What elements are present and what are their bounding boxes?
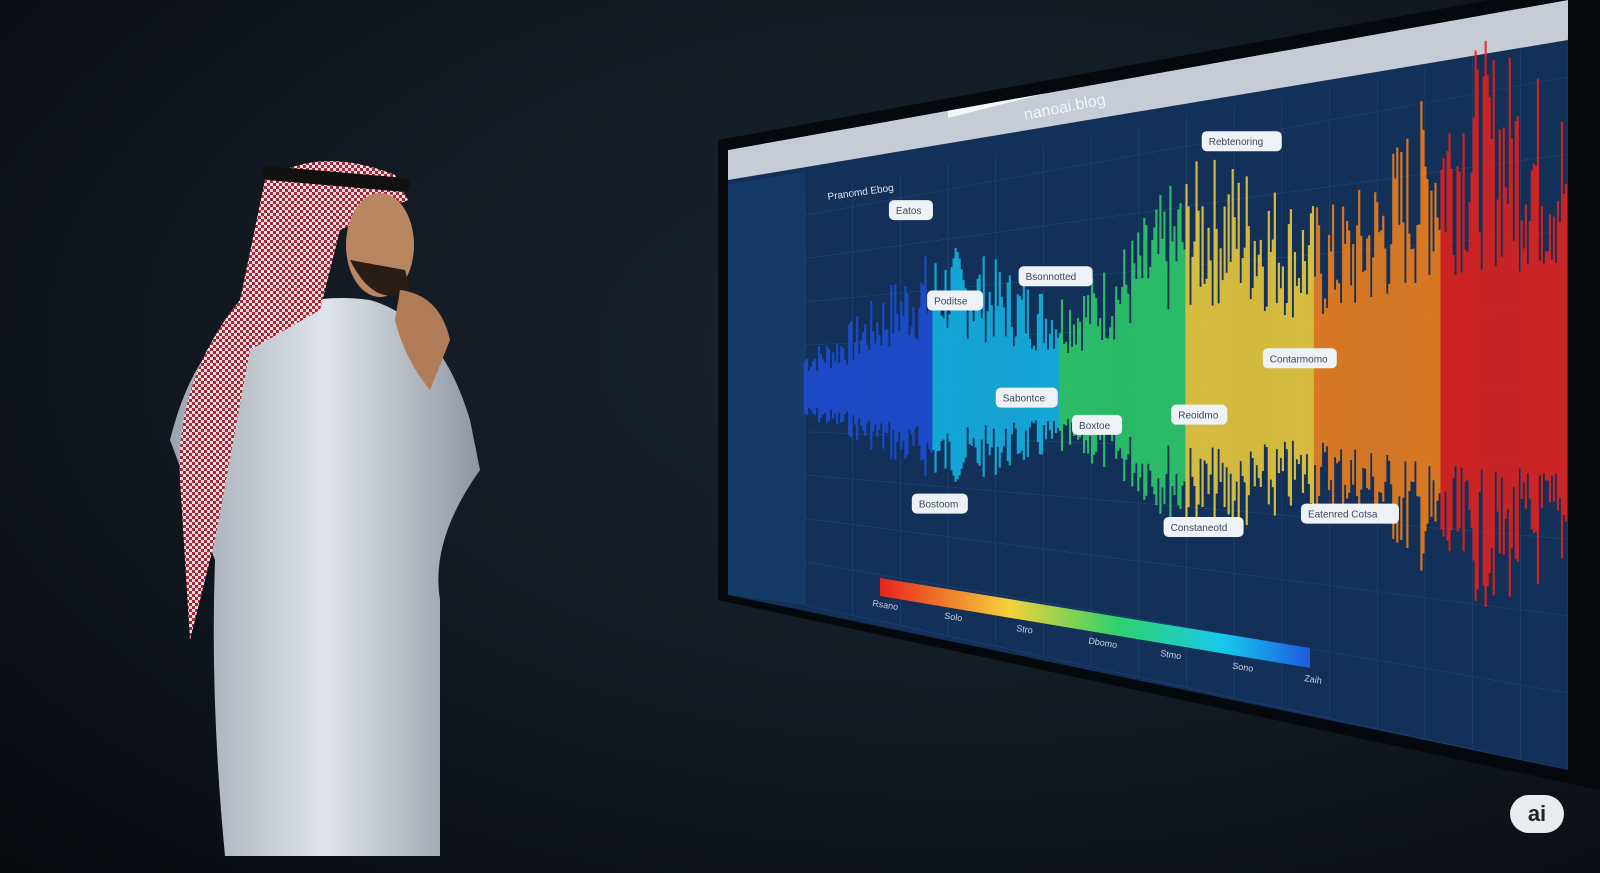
callout-text: Constaneotd	[1171, 523, 1228, 534]
grid-line	[804, 518, 1568, 617]
callout: Bsonnotted	[1018, 266, 1093, 287]
beard	[350, 260, 410, 296]
callout-text: Rebtenoring	[1209, 137, 1263, 148]
callout: Bostoom	[911, 493, 968, 514]
grid-line	[804, 604, 1568, 770]
callout-text: Reoidmo	[1178, 411, 1218, 422]
callout: Rebtenoring	[1201, 131, 1282, 152]
callout-text: Contarmomo	[1270, 354, 1328, 365]
watermark-badge: ai	[1510, 795, 1564, 833]
color-scale-bar	[880, 578, 1310, 668]
color-scale-label: Solo	[944, 611, 963, 624]
color-scale-label: Stmo	[1160, 648, 1182, 661]
callout-text: Sabontce	[1003, 394, 1046, 405]
waveform	[803, 40, 1568, 607]
callout: Boxtoe	[1072, 414, 1123, 435]
color-scale-labels: Rsano Solo Stro Dbomo Stmo Sono Zaih	[872, 598, 1323, 686]
agal	[262, 166, 410, 192]
callout: Reoidmo	[1171, 404, 1228, 425]
color-scale-label: Dbomo	[1088, 636, 1118, 650]
grid-line	[804, 561, 1568, 694]
callout-text: Bostoom	[919, 500, 958, 511]
color-scale-label: Sono	[1232, 661, 1254, 674]
callout-text: Poditse	[934, 297, 968, 308]
sidebar	[728, 172, 805, 605]
callout: Constaneotd	[1163, 516, 1244, 537]
callout-text: Bsonnotted	[1026, 272, 1077, 283]
color-scale-label: Stro	[1016, 623, 1034, 635]
color-scale-label: Rsano	[872, 598, 899, 612]
callout: Sabontce	[995, 387, 1058, 408]
color-scale-label: Zaih	[1304, 673, 1323, 686]
browser-bar	[728, 0, 1568, 180]
grid-line	[804, 76, 1568, 216]
callout: Eatos	[888, 200, 933, 221]
callout-text: Eatenred Cotsa	[1308, 510, 1378, 521]
callouts: Rebtenoring Eatos Poditse Bsonnotted Sabontc…	[888, 131, 1399, 537]
robe	[170, 298, 480, 856]
callout-text: Eatos	[896, 206, 922, 217]
callout-text: Boxtoe	[1079, 421, 1111, 432]
hand	[395, 290, 450, 390]
callout: Eatenred Cotsa	[1300, 503, 1399, 524]
person	[170, 161, 480, 856]
callout: Contarmomo	[1262, 348, 1337, 369]
callout: Poditse	[927, 290, 984, 311]
